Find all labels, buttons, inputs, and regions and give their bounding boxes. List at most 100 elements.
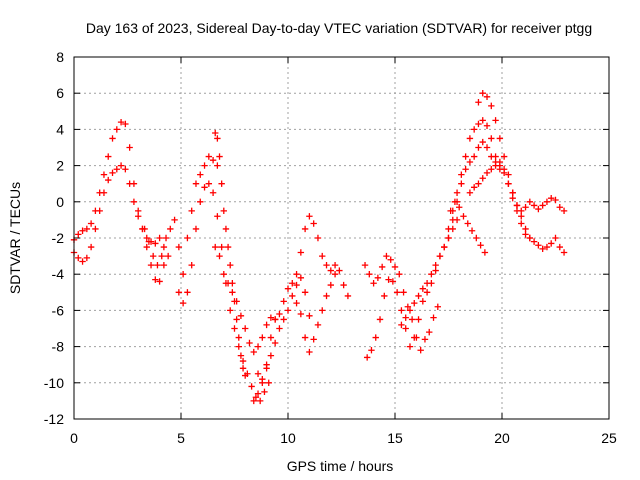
data-point — [327, 281, 334, 289]
data-point — [220, 271, 227, 278]
data-point — [158, 252, 165, 260]
data-point — [276, 310, 283, 318]
data-point — [175, 289, 183, 296]
data-point — [518, 213, 525, 220]
series-sat-j — [363, 216, 461, 361]
data-point — [466, 135, 474, 142]
data-point — [160, 243, 168, 251]
data-point — [456, 204, 463, 211]
data-point — [398, 307, 405, 314]
data-point — [327, 267, 334, 274]
data-point — [192, 225, 200, 233]
data-point — [415, 292, 422, 300]
data-point — [75, 254, 82, 262]
data-point — [539, 245, 546, 253]
data-point — [381, 292, 388, 300]
data-point — [522, 225, 529, 233]
data-point — [122, 166, 129, 173]
data-point — [265, 379, 272, 386]
data-point — [398, 321, 405, 329]
data-point — [239, 357, 247, 365]
data-points — [70, 90, 568, 405]
data-point — [413, 334, 420, 341]
data-point — [254, 343, 262, 350]
data-point — [256, 397, 264, 405]
data-point — [488, 102, 495, 110]
data-point — [224, 243, 232, 251]
y-tick-label: -8 — [52, 339, 65, 355]
data-point — [216, 153, 223, 160]
data-point — [126, 180, 133, 187]
data-point — [408, 316, 416, 323]
data-point — [259, 379, 266, 386]
data-point — [237, 352, 245, 359]
data-point — [556, 204, 563, 211]
data-point — [372, 334, 379, 341]
data-point — [289, 292, 296, 300]
series-sat-f — [212, 243, 279, 356]
data-point — [419, 285, 427, 292]
series-sat-c — [141, 153, 221, 278]
data-point — [464, 220, 471, 227]
data-point — [205, 180, 213, 187]
data-point — [79, 258, 86, 265]
chart-title: Day 163 of 2023, Sidereal Day-to-day VTE… — [86, 20, 592, 36]
data-point — [387, 256, 394, 263]
data-point — [113, 126, 120, 133]
data-point — [505, 180, 512, 187]
series-sat-g — [254, 213, 339, 383]
data-point — [227, 261, 234, 269]
data-point — [421, 336, 429, 343]
data-point — [122, 120, 129, 128]
data-point — [488, 135, 495, 142]
data-point — [188, 207, 195, 215]
data-point — [227, 307, 234, 314]
data-point — [363, 354, 371, 361]
x-tick-label: 10 — [280, 430, 296, 446]
series-sat-d — [175, 180, 272, 405]
data-point — [453, 189, 461, 196]
grid-layer — [74, 57, 609, 419]
data-point — [156, 234, 163, 242]
data-point — [175, 243, 183, 251]
y-tick-label: 0 — [56, 194, 64, 210]
data-point — [344, 292, 352, 300]
data-point — [301, 334, 309, 341]
data-point — [492, 162, 499, 169]
data-point — [406, 307, 414, 314]
data-point — [548, 194, 555, 202]
data-point — [267, 314, 275, 321]
data-point — [280, 316, 287, 323]
data-point — [483, 93, 491, 101]
data-point — [402, 314, 409, 321]
data-point — [197, 198, 204, 205]
data-point — [218, 243, 225, 251]
data-point — [475, 120, 482, 128]
x-tick-label: 5 — [177, 430, 185, 446]
data-point — [419, 298, 427, 305]
data-point — [526, 234, 534, 242]
data-point — [235, 334, 242, 341]
series-sat-k — [361, 252, 441, 354]
data-point — [126, 144, 133, 151]
data-point — [475, 144, 482, 151]
data-point — [250, 348, 257, 356]
data-point — [171, 216, 178, 224]
data-point — [152, 276, 159, 283]
data-point — [434, 303, 441, 310]
data-point — [242, 325, 249, 332]
data-point — [479, 175, 486, 182]
data-point — [224, 280, 232, 287]
data-point — [396, 271, 403, 278]
data-point — [509, 189, 516, 196]
data-point — [160, 261, 168, 269]
series-sat-m — [445, 138, 534, 242]
data-point — [314, 234, 322, 242]
data-point — [470, 184, 478, 191]
data-point — [192, 180, 200, 187]
data-point — [220, 207, 227, 215]
data-point — [205, 153, 213, 160]
y-tick-label: -4 — [52, 266, 65, 282]
data-point — [135, 213, 142, 220]
